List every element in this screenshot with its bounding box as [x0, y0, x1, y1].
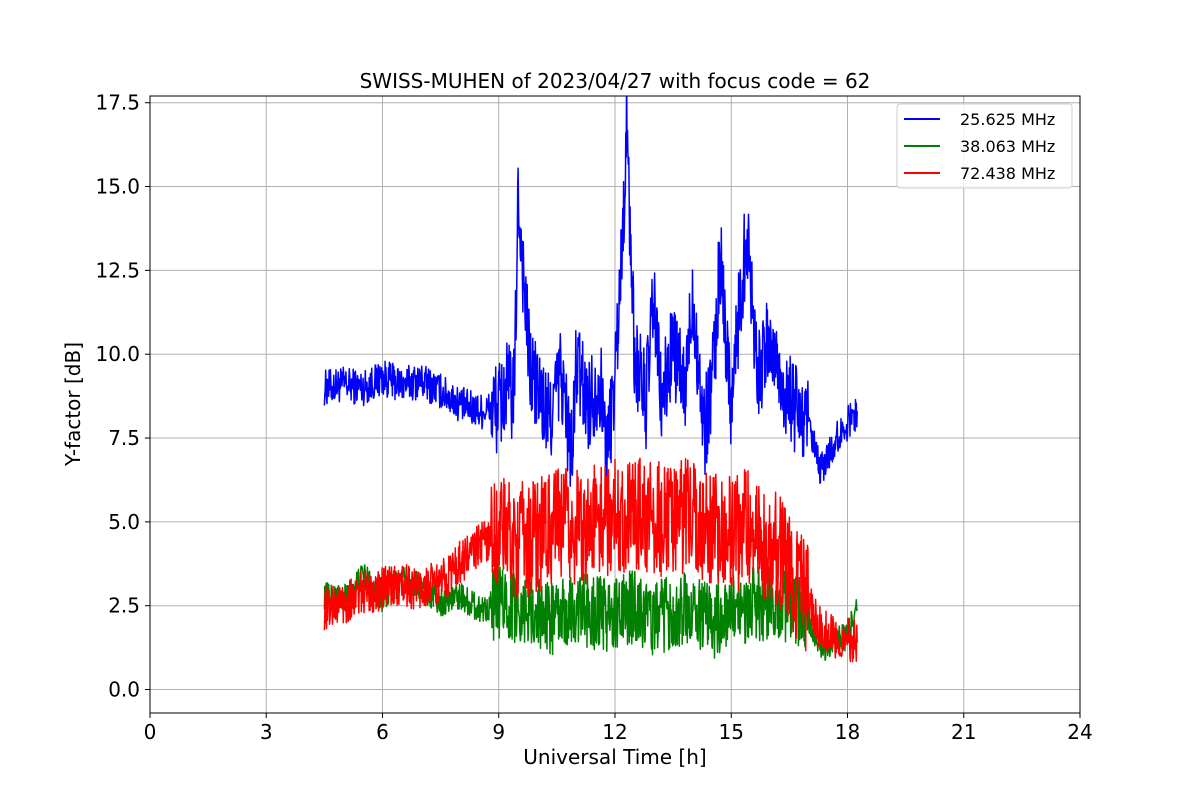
y-tick-label: 2.5 [108, 594, 140, 618]
x-tick-label: 15 [719, 720, 744, 744]
x-tick-label: 6 [376, 720, 389, 744]
x-tick-label: 18 [835, 720, 860, 744]
y-tick-label: 10.0 [95, 342, 140, 366]
y-axis-label: Y-factor [dB] [61, 342, 85, 467]
y-tick-label: 17.5 [95, 91, 140, 115]
y-tick-label: 7.5 [108, 426, 140, 450]
legend-label-3: 72.438 MHz [960, 164, 1055, 183]
x-tick-label: 24 [1067, 720, 1092, 744]
x-tick-label: 3 [260, 720, 273, 744]
x-axis: 0 3 6 9 12 15 18 21 24 [144, 713, 1093, 744]
series-line-3 [323, 457, 858, 663]
legend-label-2: 38.063 MHz [960, 137, 1055, 156]
y-axis: 0.0 2.5 5.0 7.5 10.0 12.5 15.0 17.5 [95, 91, 150, 702]
y-tick-label: 12.5 [95, 258, 140, 282]
x-tick-label: 21 [951, 720, 976, 744]
series-layer [323, 96, 858, 663]
legend: 25.625 MHz 38.063 MHz 72.438 MHz [896, 103, 1073, 189]
y-tick-label: 0.0 [108, 678, 140, 702]
y-tick-label: 5.0 [108, 510, 140, 534]
legend-box [896, 103, 1073, 189]
legend-label-1: 25.625 MHz [960, 110, 1055, 129]
chart-title: SWISS-MUHEN of 2023/04/27 with focus cod… [360, 69, 871, 93]
x-axis-label: Universal Time [h] [523, 745, 706, 769]
x-tick-label: 9 [492, 720, 505, 744]
x-tick-label: 0 [144, 720, 157, 744]
series-line-1 [323, 96, 858, 487]
x-tick-label: 12 [602, 720, 627, 744]
y-tick-label: 15.0 [95, 175, 140, 199]
